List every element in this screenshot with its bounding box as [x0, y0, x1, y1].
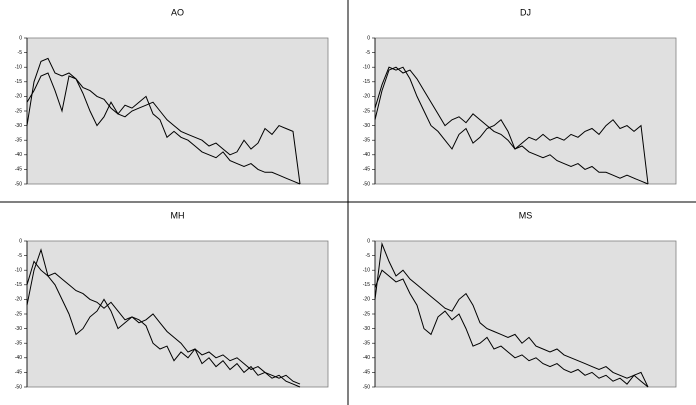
plot-area — [26, 240, 329, 388]
y-tick-label: -35 — [363, 341, 370, 347]
series-line — [26, 57, 301, 185]
series-line — [26, 260, 301, 385]
y-tick-label: -10 — [363, 65, 370, 71]
plot-area — [26, 37, 329, 185]
series-line — [374, 66, 649, 185]
y-tick-label: 0 — [367, 238, 370, 244]
y-tick-label: -15 — [363, 282, 370, 288]
y-tick-label: -20 — [363, 297, 370, 303]
y-tick-label: -40 — [363, 355, 370, 361]
series-line — [26, 248, 301, 388]
y-tick-label: -45 — [15, 167, 22, 173]
series-line — [374, 66, 649, 185]
y-tick-label: -5 — [18, 50, 23, 56]
y-tick-label: -40 — [363, 152, 370, 158]
series-line — [26, 72, 301, 185]
plot-area — [374, 240, 677, 388]
y-tick-label: -20 — [15, 297, 22, 303]
plot-area — [374, 37, 677, 185]
y-tick-label: -15 — [363, 79, 370, 85]
y-tick-label: -30 — [15, 326, 22, 332]
y-tick-label: -25 — [363, 311, 370, 317]
y-tick-label: -10 — [363, 268, 370, 274]
y-tick-label: -30 — [15, 123, 22, 129]
y-tick-label: -5 — [366, 253, 371, 259]
y-tick-label: -25 — [363, 108, 370, 114]
y-tick-label: -45 — [363, 167, 370, 173]
y-tick-label: -40 — [15, 355, 22, 361]
y-tick-label: -45 — [15, 370, 22, 376]
series-line — [374, 269, 649, 388]
y-tick-label: -5 — [366, 50, 371, 56]
y-tick-label: -50 — [15, 181, 22, 187]
y-tick-label: -35 — [363, 138, 370, 144]
y-tick-label: -30 — [363, 326, 370, 332]
y-tick-label: 0 — [367, 35, 370, 41]
y-tick-label: -20 — [363, 94, 370, 100]
y-tick-label: -25 — [15, 108, 22, 114]
y-tick-label: -25 — [15, 311, 22, 317]
y-tick-label: 0 — [19, 35, 22, 41]
y-tick-label: -20 — [15, 94, 22, 100]
y-tick-label: -5 — [18, 253, 23, 259]
y-tick-label: -10 — [15, 65, 22, 71]
y-tick-label: -50 — [363, 181, 370, 187]
y-tick-label: 0 — [19, 238, 22, 244]
chart-title: DJ — [520, 7, 531, 17]
y-tick-label: -15 — [15, 282, 22, 288]
y-tick-label: -35 — [15, 341, 22, 347]
y-tick-label: -50 — [363, 384, 370, 390]
chart-title: AO — [171, 7, 184, 17]
y-tick-label: -15 — [15, 79, 22, 85]
chart-title: MS — [519, 210, 533, 220]
y-tick-label: -50 — [15, 384, 22, 390]
y-tick-label: -35 — [15, 138, 22, 144]
y-tick-label: -10 — [15, 268, 22, 274]
y-tick-label: -40 — [15, 152, 22, 158]
series-line — [374, 241, 649, 388]
chart-title: MH — [171, 210, 185, 220]
y-tick-label: -45 — [363, 370, 370, 376]
y-tick-label: -30 — [363, 123, 370, 129]
